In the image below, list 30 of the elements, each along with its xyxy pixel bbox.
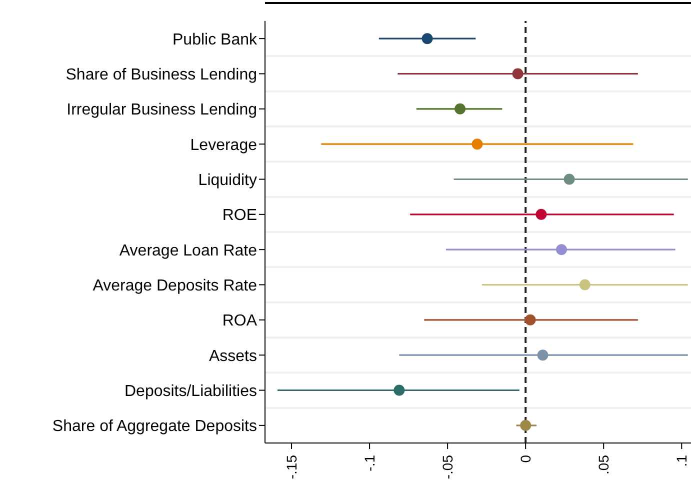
y-tick-label: Liquidity [198, 172, 257, 189]
y-tick-label: Irregular Business Lending [66, 102, 257, 119]
x-tick-label: .05 [596, 454, 612, 474]
point [394, 384, 405, 396]
y-tick-label: Share of Business Lending [66, 66, 257, 84]
y-tick-label: Public Bank [172, 31, 258, 48]
x-tick-label: -.1 [362, 454, 378, 472]
point [556, 244, 567, 256]
y-tick-label: Leverage [190, 136, 258, 154]
y-tick-label: Share of Aggregate Deposits [52, 418, 257, 436]
point [537, 350, 548, 361]
y-tick-label: Average Deposits Rate [92, 277, 258, 294]
point [524, 314, 536, 326]
x-tick-label: .1 [674, 454, 690, 467]
point [454, 103, 466, 114]
x-tick-label: 0 [518, 454, 534, 463]
point [579, 279, 590, 290]
point [422, 33, 433, 44]
point [536, 208, 547, 220]
y-tick-label: Deposits/Liabilities [124, 382, 257, 400]
point [564, 174, 575, 185]
point [512, 68, 524, 80]
x-tick-label: -.15 [284, 454, 300, 480]
point [520, 420, 532, 431]
y-tick-label: ROE [222, 207, 257, 224]
y-tick-label: ROA [222, 312, 258, 330]
point [472, 138, 483, 150]
y-tick-label: Assets [208, 348, 257, 365]
x-tick-label: -.05 [440, 454, 456, 480]
y-tick-label: Average Loan Rate [119, 242, 258, 260]
